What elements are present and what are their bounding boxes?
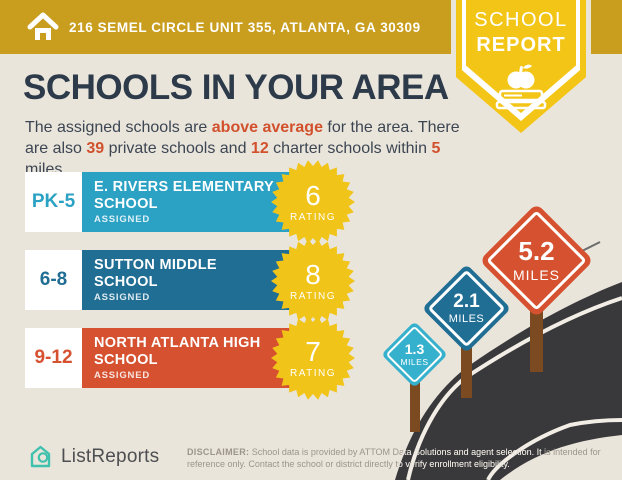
rating-seal-elementary: 6 RATING bbox=[271, 160, 355, 244]
apple-book-icon bbox=[495, 64, 547, 110]
book-icon bbox=[495, 89, 547, 110]
intro-highlight-radius: 5 bbox=[431, 140, 441, 158]
grade-range: 6-8 bbox=[25, 250, 82, 310]
sign-distance: 1.3 bbox=[404, 341, 425, 357]
rating-label: RATING bbox=[289, 290, 337, 302]
grade-range: PK-5 bbox=[25, 172, 82, 232]
school-report-badge: SCHOOL REPORT bbox=[456, 0, 586, 125]
apple-icon bbox=[507, 64, 535, 89]
sign-unit: MILES bbox=[400, 357, 429, 367]
rating-label: RATING bbox=[289, 367, 337, 379]
badge-word-school: SCHOOL bbox=[474, 9, 568, 31]
school-row-high: 9-12 NORTH ATLANTA HIGH SCHOOL ASSIGNED bbox=[25, 328, 297, 388]
sign-unit: MILES bbox=[512, 267, 560, 283]
distance-sign-1: 1.3 MILES bbox=[381, 321, 448, 388]
distance-sign-3: 5.2 MILES bbox=[479, 203, 594, 318]
house-magnifier-icon bbox=[30, 445, 51, 468]
badge-word-report: REPORT bbox=[476, 34, 566, 56]
sign-post bbox=[461, 330, 472, 398]
school-status: ASSIGNED bbox=[94, 291, 151, 303]
school-name: E. RIVERS ELEMENTARY SCHOOL bbox=[94, 179, 274, 212]
school-name: SUTTON MIDDLE SCHOOL bbox=[94, 257, 217, 290]
school-status: ASSIGNED bbox=[94, 369, 151, 381]
disclaimer-body: School data is provided by ATTOM Data So… bbox=[187, 447, 601, 470]
grade-range: 9-12 bbox=[25, 328, 82, 388]
school-bar: NORTH ATLANTA HIGH SCHOOL ASSIGNED bbox=[82, 328, 297, 388]
road-shape bbox=[395, 282, 622, 480]
property-address: 216 SEMEL CIRCLE UNIT 355, ATLANTA, GA 3… bbox=[69, 19, 421, 35]
disclaimer-label: DISCLAIMER: bbox=[187, 447, 250, 457]
rating-label: RATING bbox=[289, 211, 337, 223]
school-name: NORTH ATLANTA HIGH SCHOOL bbox=[94, 335, 261, 368]
rating-seal-middle: 8 RATING bbox=[271, 239, 355, 323]
disclaimer-text-over-road: DISCLAIMER: School data is provided by A… bbox=[187, 447, 601, 470]
intro-highlight-above-average: above average bbox=[211, 119, 323, 136]
sign-unit: MILES bbox=[448, 313, 485, 325]
intro-text: The assigned schools are bbox=[25, 119, 212, 136]
home-icon bbox=[27, 12, 59, 40]
sign-distance: 2.1 bbox=[453, 291, 480, 312]
road-stripe-right bbox=[486, 418, 622, 480]
listreports-logo: ListReports bbox=[28, 444, 159, 470]
intro-highlight-charter-count: 12 bbox=[250, 140, 269, 158]
school-bar: SUTTON MIDDLE SCHOOL ASSIGNED bbox=[82, 250, 297, 310]
brand-name: ListReports bbox=[61, 446, 160, 467]
school-status: ASSIGNED bbox=[94, 213, 151, 225]
school-row-middle: 6-8 SUTTON MIDDLE SCHOOL ASSIGNED bbox=[25, 250, 297, 310]
rating-seal-high: 7 RATING bbox=[271, 316, 355, 400]
intro-text: for the area. There are also bbox=[25, 119, 460, 158]
intro-highlight-private-count: 39 bbox=[86, 140, 105, 158]
school-row-elementary: PK-5 E. RIVERS ELEMENTARY SCHOOL ASSIGNE… bbox=[25, 172, 297, 232]
rating-value: 8 bbox=[305, 258, 321, 290]
intro-text: charter schools within bbox=[268, 140, 432, 158]
distance-sign-2: 2.1 MILES bbox=[421, 263, 512, 354]
sign-post bbox=[410, 372, 420, 432]
page-title: SCHOOLS IN YOUR AREA bbox=[23, 68, 449, 107]
intro-text: private schools and bbox=[104, 140, 251, 158]
disclaimer-text: DISCLAIMER: School data is provided by A… bbox=[187, 446, 622, 470]
rating-value: 7 bbox=[305, 335, 321, 367]
rating-value: 6 bbox=[305, 179, 321, 211]
school-bar: E. RIVERS ELEMENTARY SCHOOL ASSIGNED bbox=[82, 172, 297, 232]
intro-paragraph: The assigned schools are above average f… bbox=[25, 117, 483, 180]
sign-distance: 5.2 bbox=[518, 236, 555, 266]
